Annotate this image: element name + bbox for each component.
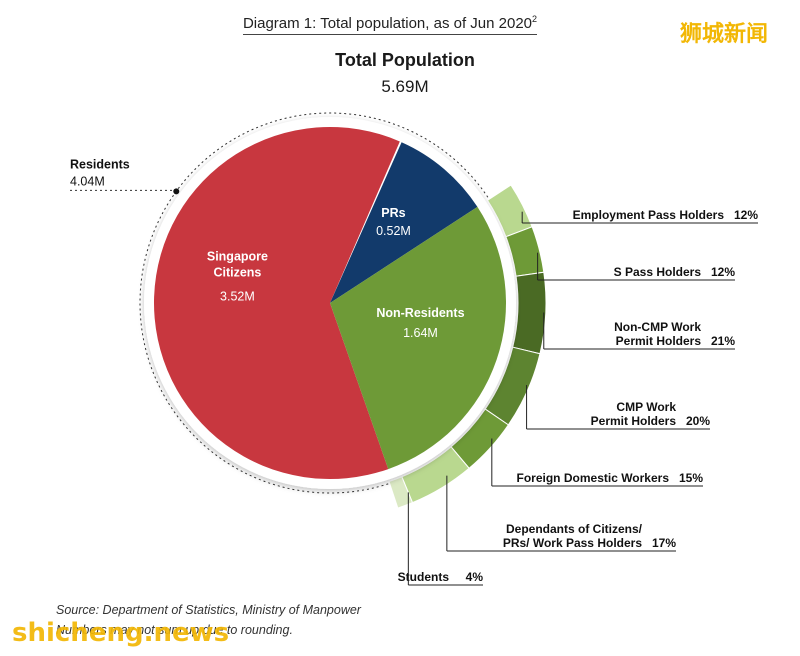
pie-slice-non-residents	[330, 206, 506, 470]
rounding-note: Numbers may not sum up due to rounding.	[56, 623, 293, 637]
prs-value: 0.52M	[376, 224, 411, 238]
breakdown-percent: 20%	[686, 414, 710, 428]
breakdown-ring-segment	[512, 271, 547, 355]
pie-slice-singapore-citizens	[153, 127, 400, 480]
breakdown-label: Dependants of Citizens/	[506, 522, 643, 536]
total-population-label: Total Population	[335, 50, 475, 70]
breakdown-label: Permit Holders	[616, 334, 702, 348]
prs-label: PRs	[381, 206, 405, 220]
source-note: Source: Department of Statistics, Minist…	[56, 600, 361, 640]
breakdown-label: S Pass Holders	[614, 265, 702, 279]
breakdown-label: Non-CMP Work	[614, 320, 701, 334]
non-residents-value: 1.64M	[403, 326, 438, 340]
breakdown-label: PRs/ Work Pass Holders	[503, 536, 642, 550]
citizens-label: Singapore	[207, 250, 268, 264]
brand-logo: 狮城新闻	[680, 22, 769, 47]
breakdown-percent: 12%	[711, 265, 735, 279]
non-residents-label: Non-Residents	[376, 306, 464, 320]
residents-marker-dot	[173, 188, 180, 195]
residents-label: Residents	[70, 157, 130, 171]
breakdown-percent: 17%	[652, 536, 676, 550]
diagram-title-text: Diagram 1: Total population, as of Jun 2…	[242, 15, 533, 32]
breakdown-label: Students	[398, 570, 450, 584]
citizens-value: 3.52M	[220, 290, 255, 304]
breakdown-ring-segment	[388, 476, 414, 509]
diagram-title: Diagram 1: Total population, as of Jun 2…	[0, 14, 780, 35]
citizens-label: Citizens	[213, 266, 261, 280]
breakdown-label: Permit Holders	[591, 414, 677, 428]
breakdown-label: CMP Work	[616, 400, 676, 414]
breakdown-percent: 15%	[679, 471, 703, 485]
breakdown-label: Foreign Domestic Workers	[517, 471, 670, 485]
breakdown-percent: 21%	[711, 334, 735, 348]
pie-slice-prs	[330, 142, 478, 303]
breakdown-percent: 4%	[466, 570, 484, 584]
breakdown-label: Employment Pass Holders	[573, 208, 725, 222]
watermark-logo: shicheng.news	[12, 618, 230, 648]
breakdown-percent: 12%	[734, 208, 758, 222]
residents-dashed-arc	[139, 112, 490, 494]
diagram-title-footnote: 2	[532, 14, 538, 24]
total-population-value: 5.69M	[381, 77, 429, 96]
residents-value: 4.04M	[70, 174, 105, 188]
source-text: Source: Department of Statistics, Minist…	[56, 603, 361, 617]
